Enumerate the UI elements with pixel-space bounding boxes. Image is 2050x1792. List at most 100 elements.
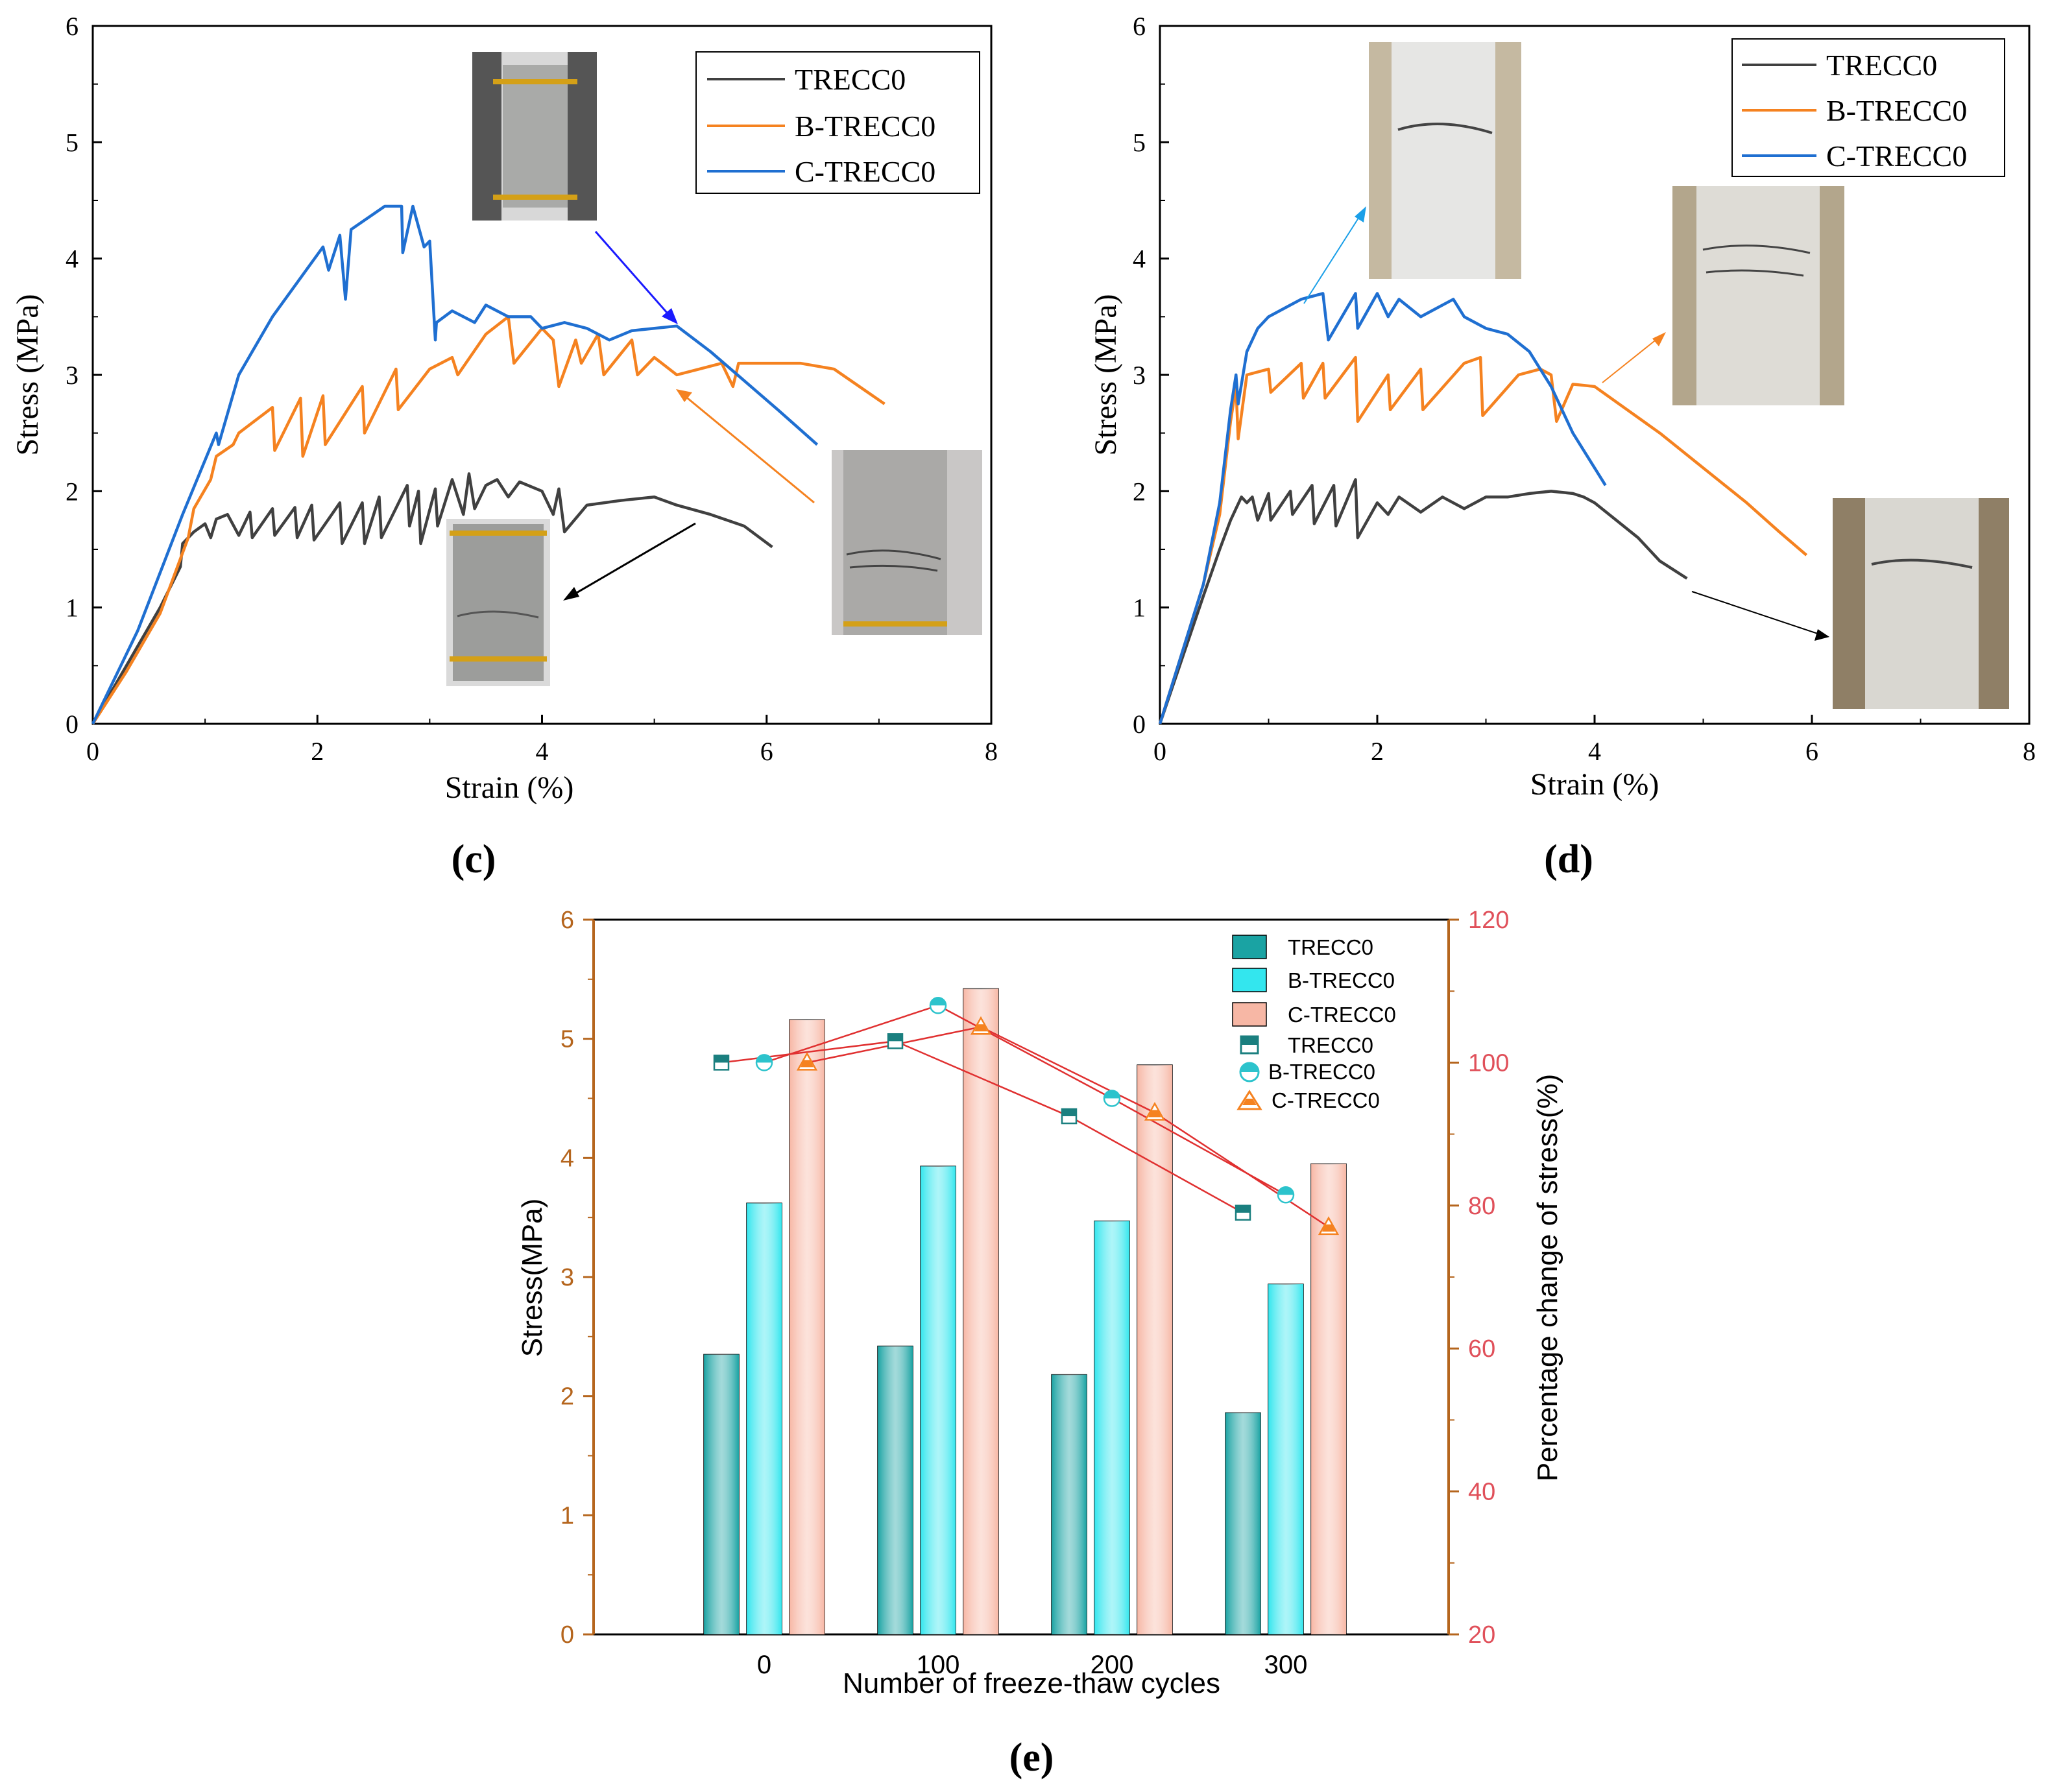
e-bar-shade	[1268, 1284, 1303, 1634]
panel-e-chart: 0 1 2 3 4 5 6 20 40 60 80 100 120 0 100 200 300 TRECC0 B…	[516, 907, 1563, 1780]
d-xtick-label: 8	[2023, 737, 2036, 766]
d-series-trecc0-line	[1158, 478, 1688, 724]
arrow-d-black	[1691, 591, 1829, 641]
e-ytick-label: 5	[561, 1026, 574, 1053]
arrow-black	[563, 522, 696, 601]
e-pct-point-b-trecc0-fill	[930, 998, 946, 1006]
e-category-label: 200	[1091, 1651, 1134, 1679]
e-ytick-label: 1	[561, 1502, 574, 1529]
e-bar-shade	[1094, 1221, 1129, 1634]
e-ytick-label: 4	[561, 1145, 574, 1172]
c-xtick-label: 4	[536, 737, 549, 766]
legend-c-item-2: C-TRECC0	[795, 155, 935, 188]
e-ytick-label: 6	[561, 907, 574, 934]
legend-e-bar-1: B-TRECC0	[1288, 968, 1395, 992]
d-ytick-label: 0	[1133, 710, 1146, 739]
c-ytick-label: 6	[66, 12, 78, 41]
d-xtick-label: 4	[1588, 737, 1601, 766]
c-series-trecc0-line	[91, 472, 773, 725]
c-ytick-label: 5	[66, 128, 78, 157]
d-xtick-label: 0	[1153, 737, 1166, 766]
e-pct-point-c-trecc0-fill	[1322, 1224, 1335, 1232]
e-bar-shade	[963, 988, 998, 1634]
e-pct-point-trecc0-fill	[888, 1034, 902, 1042]
d-ytick-label: 5	[1133, 128, 1146, 157]
e-bar-shade	[1052, 1374, 1087, 1634]
c-ytick-label: 0	[66, 710, 78, 739]
c-ytick-label: 1	[66, 593, 78, 623]
e-pct-point-b-trecc0-fill	[1104, 1090, 1120, 1099]
panel-label-c: (c)	[452, 837, 496, 881]
y-axis-label-d: Stress (MPa)	[1089, 294, 1123, 455]
c-xtick-label: 2	[311, 737, 324, 766]
panel-d-chart: 0 2 4 6 8 0 1 2 3 4 5 6	[1089, 12, 2036, 881]
arrow-d-blue	[1303, 206, 1366, 304]
c-ytick-label: 2	[66, 477, 78, 506]
d-series-b-trecc0-line	[1158, 355, 1808, 724]
e-category-label: 0	[757, 1651, 771, 1679]
e-ytick-label: 0	[561, 1621, 574, 1649]
legend-d-item-0: TRECC0	[1826, 49, 1937, 82]
e-category-label: 300	[1264, 1651, 1308, 1679]
legend-e-pt-1: B-TRECC0	[1268, 1060, 1375, 1084]
d-ytick-label: 2	[1133, 477, 1146, 506]
e-ytick-label: 3	[561, 1264, 574, 1291]
e-pct-point-trecc0-fill	[1236, 1205, 1250, 1213]
e-pct-line-b-trecc0	[764, 1004, 1286, 1196]
e-y2tick-label: 80	[1468, 1193, 1495, 1220]
legend-d: TRECC0 B-TRECC0 C-TRECC0	[1731, 38, 2005, 177]
panel-c-chart: 0 2 4 6 8 0 1 2 3 4 5 6	[10, 12, 998, 881]
arrow-d-orange	[1602, 332, 1666, 383]
arrow-blue	[594, 231, 678, 324]
e-pct-line-trecc0	[721, 1040, 1244, 1213]
e-bar-shade	[1137, 1065, 1172, 1634]
legend-c: TRECC0 B-TRECC0 C-TRECC0	[695, 51, 980, 194]
legend-e-bar-0: TRECC0	[1288, 935, 1373, 959]
e-bar-shade	[747, 1203, 782, 1634]
e-y2tick-label: 20	[1468, 1621, 1495, 1649]
legend-c-item-0: TRECC0	[795, 63, 906, 96]
specimen-photo-d-top	[1369, 42, 1521, 279]
x-axis-label-c: Strain (%)	[445, 771, 574, 805]
specimen-photo-right	[832, 450, 982, 635]
e-ytick-label: 2	[561, 1383, 574, 1411]
d-ytick-label: 6	[1133, 12, 1146, 41]
y2-axis-label-e: Percentage change of stress(%)	[1532, 1074, 1563, 1482]
e-bar-shade	[921, 1166, 956, 1634]
d-series-c-trecc0-line	[1158, 292, 1607, 724]
e-bar-shade	[1311, 1164, 1346, 1634]
e-pct-point-c-trecc0-fill	[1148, 1110, 1161, 1117]
legend-d-item-1: B-TRECC0	[1826, 94, 1967, 127]
c-xtick-label: 8	[985, 737, 998, 766]
c-ytick-label: 3	[66, 361, 78, 390]
d-ytick-label: 3	[1133, 361, 1146, 390]
e-y2tick-label: 100	[1468, 1049, 1509, 1077]
d-ytick-label: 1	[1133, 593, 1146, 623]
legend-c-item-1: B-TRECC0	[795, 110, 935, 143]
c-series-b-trecc0-line	[91, 315, 886, 725]
x-axis-label-e: Number of freeze-thaw cycles	[843, 1667, 1220, 1699]
c-xtick-label: 6	[760, 737, 773, 766]
c-xtick-label: 0	[86, 737, 99, 766]
e-y2tick-label: 40	[1468, 1479, 1495, 1506]
d-xtick-label: 6	[1805, 737, 1818, 766]
e-bar-shade	[704, 1354, 739, 1634]
e-pct-point-trecc0-fill	[1062, 1109, 1076, 1117]
e-pct-point-b-trecc0-fill	[1278, 1187, 1294, 1195]
e-y2tick-label: 60	[1468, 1335, 1495, 1363]
c-ytick-label: 4	[66, 245, 78, 274]
y-axis-label-e: Stress(MPa)	[516, 1199, 548, 1357]
e-category-label: 100	[917, 1651, 960, 1679]
e-pct-point-c-trecc0-fill	[801, 1060, 814, 1068]
e-y2tick-label: 120	[1468, 907, 1509, 934]
e-bar-shade	[790, 1020, 825, 1634]
e-pct-point-b-trecc0-fill	[756, 1055, 772, 1063]
e-bar-shade	[1225, 1413, 1260, 1634]
e-bar-shade	[878, 1346, 913, 1634]
panel-label-e: (e)	[1009, 1736, 1054, 1780]
specimen-photo-d-bottom	[1833, 498, 2009, 709]
y-axis-label-c: Stress (MPa)	[10, 294, 45, 455]
d-xtick-label: 2	[1371, 737, 1384, 766]
arrow-orange	[676, 389, 815, 504]
panel-label-d: (d)	[1544, 837, 1593, 881]
